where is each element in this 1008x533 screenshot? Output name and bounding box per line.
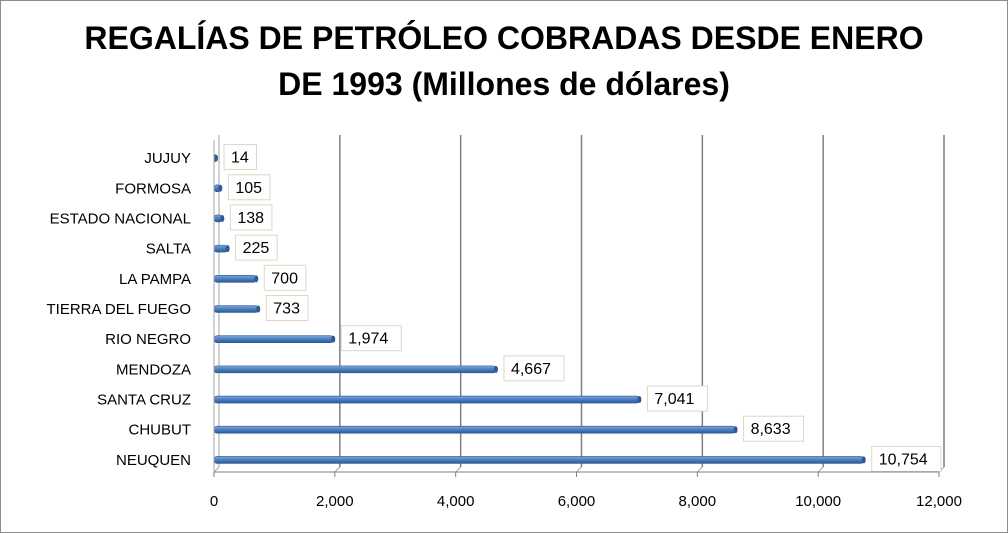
data-label: 105 (235, 180, 262, 197)
data-label-box (646, 385, 708, 412)
x-tick-label: 6,000 (558, 493, 596, 510)
bar-cap (214, 154, 218, 162)
gridline-floor (576, 466, 582, 473)
bar-cap (331, 335, 336, 343)
chart-title-line-2: DE 1993 (Millones de dólares) (278, 66, 730, 102)
x-tick-label: 10,000 (795, 493, 841, 510)
floor-edge (213, 466, 220, 473)
category-label: ESTADO NACIONAL (50, 210, 191, 227)
data-label: 4,667 (511, 361, 551, 378)
category-label: CHUBUT (129, 422, 192, 439)
category-label: LA PAMPA (119, 271, 191, 288)
bar-cap (254, 275, 259, 283)
data-label: 733 (273, 301, 300, 318)
category-label: FORMOSA (115, 180, 191, 197)
x-tick-label: 0 (210, 493, 218, 510)
gridline-floor (817, 466, 824, 473)
data-label-box (871, 445, 942, 472)
bar-cap (218, 184, 223, 192)
bar-cap (256, 305, 261, 313)
gridline-floor (696, 466, 703, 473)
bar (213, 456, 865, 464)
bar (213, 275, 257, 283)
bar (213, 244, 228, 253)
bar-cap (861, 456, 866, 464)
data-label-box (235, 234, 278, 261)
data-label: 8,633 (751, 421, 791, 438)
data-label-box (743, 415, 805, 442)
category-label: TIERRA DEL FUEGO (47, 301, 191, 318)
bar-cap (637, 396, 642, 404)
data-label-box (265, 295, 309, 321)
x-tick-label: 2,000 (316, 493, 354, 510)
bar-cap (493, 365, 498, 373)
x-tick-label: 8,000 (679, 493, 717, 510)
bar (213, 395, 640, 404)
bar (213, 365, 497, 374)
category-label: MENDOZA (116, 361, 191, 378)
x-tick-label: 4,000 (437, 493, 475, 510)
data-label: 1,974 (348, 331, 388, 348)
bar-cap (220, 214, 225, 222)
data-label-box (227, 174, 271, 201)
bar-cap (733, 426, 738, 434)
category-label: NEUQUEN (116, 452, 191, 469)
data-label-box (263, 264, 307, 291)
category-label: SANTA CRUZ (97, 392, 191, 409)
category-label: SALTA (146, 241, 191, 258)
gridline-floor (334, 466, 341, 473)
data-label-box (503, 355, 565, 382)
x-tick-label: 12,000 (916, 493, 962, 510)
chart-title-line-1: REGALÍAS DE PETRÓLEO COBRADAS DESDE ENER… (84, 20, 924, 56)
data-label: 700 (271, 270, 298, 287)
data-label: 225 (243, 240, 270, 257)
bar (213, 425, 736, 434)
data-label: 14 (231, 150, 249, 167)
data-label-box (223, 144, 257, 171)
gridline-floor (455, 466, 462, 473)
data-label-box (340, 325, 402, 352)
category-label: JUJUY (144, 150, 191, 167)
chart-title: REGALÍAS DE PETRÓLEO COBRADAS DESDE ENER… (1, 15, 1007, 107)
category-label: RIO NEGRO (105, 331, 191, 348)
bar-cap (225, 245, 230, 253)
data-label: 10,754 (879, 451, 928, 468)
bar (213, 335, 334, 343)
data-label: 138 (237, 210, 264, 227)
data-label: 7,041 (654, 391, 694, 408)
data-label-box (229, 204, 273, 231)
bar (213, 305, 259, 313)
